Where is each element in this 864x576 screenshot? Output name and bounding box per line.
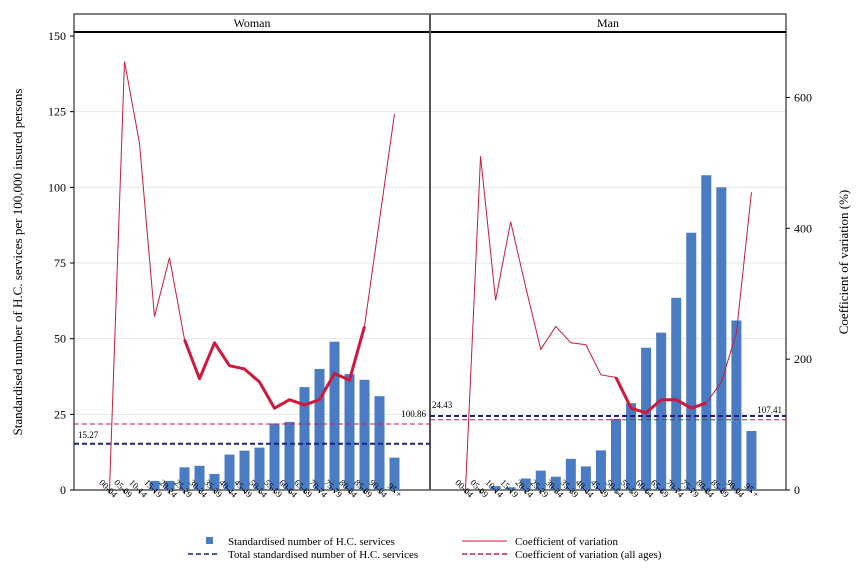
bar (224, 454, 235, 490)
bar (580, 466, 591, 490)
panel-title: Man (597, 16, 619, 30)
cv-line (109, 61, 125, 491)
bar (359, 379, 370, 490)
bar (179, 467, 190, 490)
bar (389, 457, 400, 490)
bar (746, 430, 757, 490)
bar (595, 450, 606, 490)
total-label: 24.43 (432, 400, 453, 410)
cv-line-reliable (614, 376, 707, 415)
left-tick-label: 75 (54, 256, 66, 270)
right-tick-label: 600 (794, 90, 812, 104)
bar (490, 486, 501, 490)
bar (314, 368, 325, 490)
legend-label: Standardised number of H.C. services (228, 536, 395, 548)
bar (686, 232, 697, 490)
bar (626, 403, 637, 490)
bar (611, 418, 621, 490)
cv-line (364, 113, 395, 327)
bar (209, 473, 220, 490)
cv-line (124, 61, 365, 409)
right-tick-label: 0 (794, 483, 800, 497)
bar (164, 480, 175, 490)
cv-all-ages-label: 107.41 (757, 405, 782, 415)
bar (671, 297, 682, 490)
bar (565, 458, 576, 490)
bar (284, 421, 295, 490)
bar (505, 487, 516, 490)
bar (299, 387, 310, 490)
bar (194, 465, 205, 490)
bar (716, 187, 727, 491)
left-tick-label: 50 (54, 332, 66, 346)
right-axis-title: Coefficient of variation (%) (836, 190, 851, 335)
panel-title: Woman (233, 16, 270, 30)
bar (520, 478, 531, 490)
x-tick-label: 95 + (742, 481, 761, 500)
bar (656, 332, 667, 490)
legend-marker-bar (206, 537, 213, 544)
left-tick-label: 25 (54, 407, 66, 421)
left-axis-title: Standardised number of H.C. services per… (10, 89, 25, 436)
bar (701, 175, 712, 490)
left-tick-label: 100 (48, 180, 66, 194)
legend-label: Coefficient of variation (515, 536, 619, 548)
bar (149, 480, 160, 490)
right-tick-label: 200 (794, 352, 812, 366)
left-tick-label: 150 (48, 29, 66, 43)
cv-line-reliable (183, 326, 366, 410)
left-tick-label: 125 (48, 105, 66, 119)
bar (329, 341, 340, 490)
bar (535, 470, 546, 490)
bar (641, 347, 652, 490)
bar (731, 320, 742, 490)
left-tick-label: 0 (60, 483, 66, 497)
x-tick-label: 95 + (386, 481, 405, 500)
bar (269, 423, 280, 490)
bar (254, 447, 265, 490)
cv-all-ages-label: 100.86 (401, 409, 426, 419)
right-tick-label: 400 (794, 221, 812, 235)
bar (550, 476, 561, 490)
cv-line (465, 156, 482, 491)
bar (239, 450, 250, 490)
legend-label: Total standardised number of H.C. servic… (228, 549, 418, 561)
legend-label: Coefficient of variation (all ages) (515, 549, 662, 561)
bar (344, 374, 355, 490)
total-label: 15.27 (78, 430, 99, 440)
